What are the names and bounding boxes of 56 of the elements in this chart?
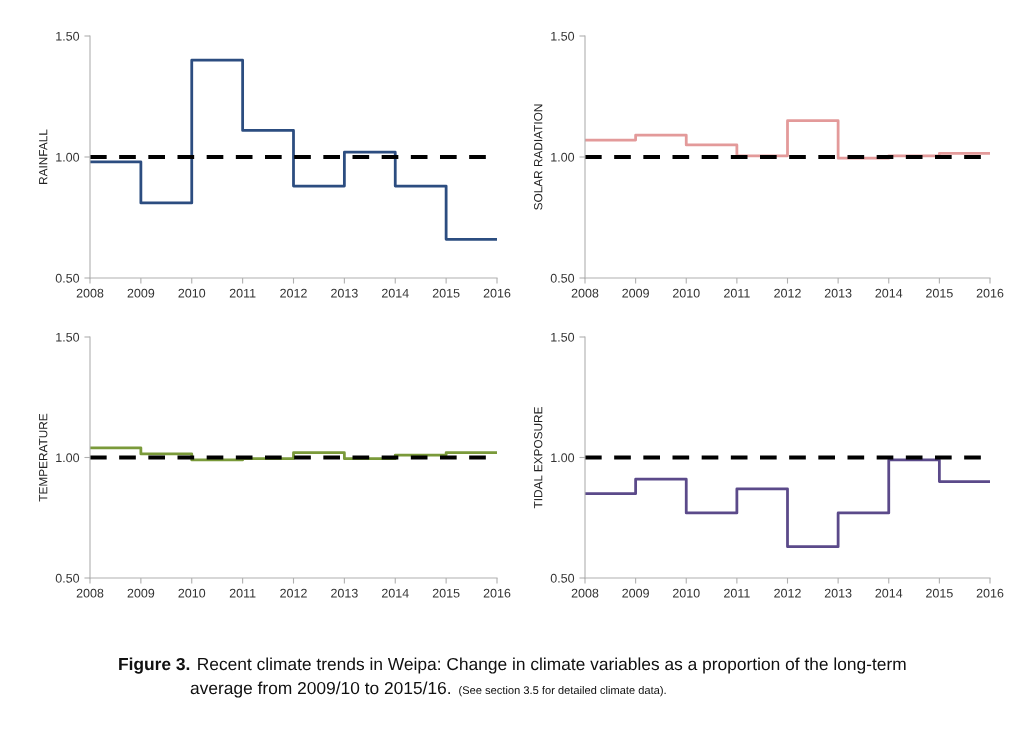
y-axis-title: TEMPERATURE (39, 413, 48, 502)
y-tick-label: 1.00 (551, 152, 575, 162)
text: (See section 3.5 for detailed climate data). (459, 685, 666, 697)
x-tick-label: 2016 (483, 288, 511, 298)
x-tick-label: 2016 (976, 588, 1004, 598)
x-tick-label: 2012 (280, 288, 307, 298)
x-tick-label: 2010 (178, 288, 206, 298)
x-tick-label: 2012 (280, 588, 307, 598)
x-tick-label: 2015 (926, 588, 953, 598)
x-tick-label: 2008 (76, 288, 104, 298)
x-tick-label: 2015 (432, 588, 460, 598)
x-tick-label: 2013 (331, 588, 358, 598)
text: average from 2009/10 to 2015/16. (190, 681, 450, 698)
x-tick-label: 2010 (672, 288, 700, 298)
x-tick-label: 2011 (724, 288, 750, 298)
x-tick-label: 2009 (622, 588, 649, 598)
x-tick-label: 2008 (571, 588, 599, 598)
x-tick-label: 2015 (432, 288, 460, 298)
y-tick-label: 0.50 (55, 273, 80, 283)
y-tick-label: 1.50 (551, 332, 575, 342)
text: Recent climate trends in Weipa: Change in climate variables as a proportion of the long-term (198, 657, 906, 674)
x-tick-label: 2016 (483, 588, 511, 598)
x-tick-label: 2014 (875, 288, 903, 298)
x-tick-label: 2009 (622, 288, 649, 298)
x-tick-label: 2014 (875, 588, 903, 598)
y-axis-title: TIDAL EXPOSURE (534, 407, 543, 509)
x-tick-label: 2013 (824, 588, 852, 598)
y-tick-label: 1.00 (56, 152, 80, 162)
y-axis-title: SOLAR RADIATION (534, 104, 543, 210)
y-tick-label: 1.00 (56, 453, 80, 463)
x-tick-label: 2008 (571, 288, 599, 298)
x-tick-label: 2012 (774, 588, 801, 598)
x-tick-label: 2010 (178, 588, 206, 598)
y-tick-label: 1.50 (56, 31, 80, 41)
x-tick-label: 2013 (331, 288, 358, 298)
x-tick-label: 2010 (672, 588, 700, 598)
x-tick-label: 2014 (381, 288, 409, 298)
x-tick-label: 2008 (76, 588, 104, 598)
y-tick-label: 0.50 (550, 273, 575, 283)
x-tick-label: 2012 (774, 288, 801, 298)
x-tick-label: 2014 (381, 588, 409, 598)
x-tick-label: 2009 (127, 588, 155, 598)
y-tick-label: 0.50 (55, 573, 80, 583)
y-axis-title: RAINFALL (39, 129, 48, 184)
x-tick-label: 2015 (926, 288, 953, 298)
x-tick-label: 2009 (127, 288, 155, 298)
x-tick-label: 2013 (824, 288, 852, 298)
y-tick-label: 0.50 (550, 573, 575, 583)
x-tick-label: 2011 (229, 588, 256, 598)
x-tick-label: 2011 (724, 588, 750, 598)
x-tick-label: 2011 (229, 288, 256, 298)
y-tick-label: 1.00 (551, 453, 575, 463)
x-tick-label: 2016 (976, 288, 1004, 298)
y-tick-label: 1.50 (56, 332, 80, 342)
y-tick-label: 1.50 (551, 31, 575, 41)
caption: Figure 3. (119, 657, 190, 674)
